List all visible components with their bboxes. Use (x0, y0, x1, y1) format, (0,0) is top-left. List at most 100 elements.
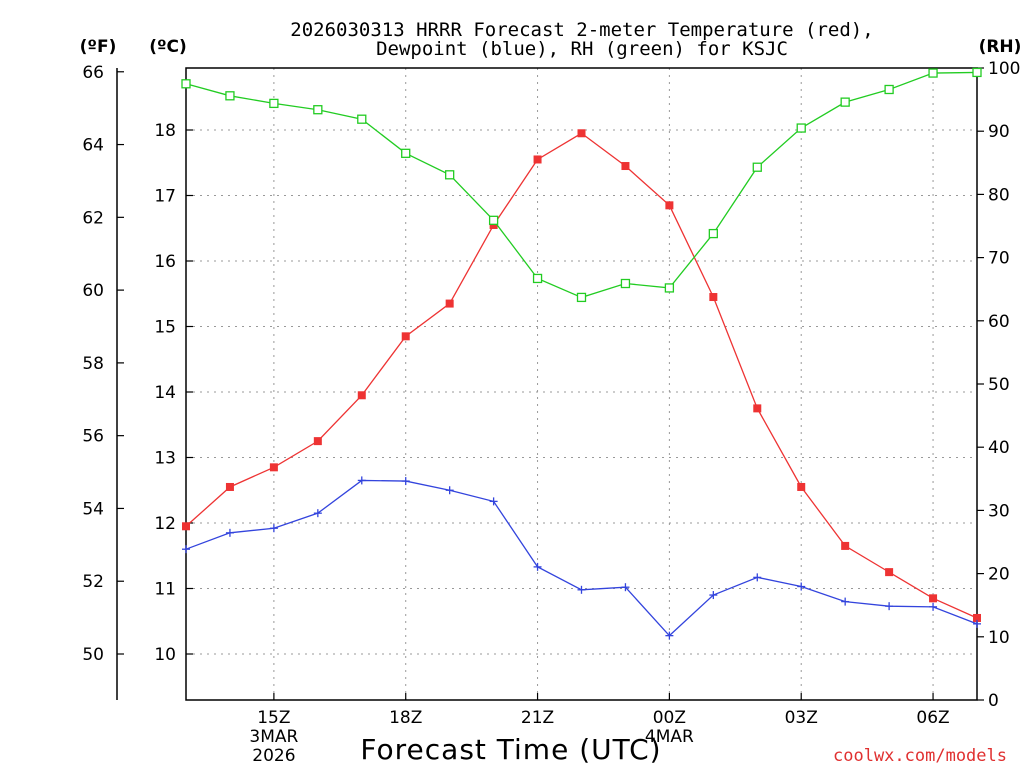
rh-point (313, 105, 323, 115)
axes (116, 67, 984, 701)
celsius-tick-label: 12 (154, 514, 176, 534)
temperature-point (313, 437, 322, 446)
rh-point (401, 148, 411, 158)
x-tick-label: 21Z (521, 708, 554, 728)
dewpoint-point (225, 528, 234, 537)
rh-point (225, 91, 235, 101)
fahrenheit-tick-label: 58 (82, 354, 104, 374)
x-tick-label: 15Z (257, 708, 290, 728)
dewpoint-point (533, 562, 542, 571)
celsius-tick-label: 13 (154, 449, 176, 469)
plot-frame (185, 67, 978, 701)
x-tick-label: 00Z (653, 708, 686, 728)
rh-point (796, 123, 806, 133)
x-tick-label: 06Z (916, 708, 949, 728)
dewpoint-point (709, 591, 718, 600)
temperature-point (973, 613, 981, 622)
rh-point (445, 170, 455, 180)
rh-point (708, 228, 718, 239)
fahrenheit-tick-label: 66 (82, 63, 104, 83)
series-line-dewpoint (185, 479, 978, 637)
dewpoint-point (489, 497, 498, 506)
fahrenheit-tick-label: 62 (82, 208, 104, 228)
rh-tick-label: 80 (988, 185, 1010, 205)
rh-tick-label: 50 (988, 375, 1010, 395)
celsius-tick-label: 18 (154, 121, 176, 141)
chart-title-line1: 2026030313 HRRR Forecast 2-meter Tempera… (290, 19, 873, 41)
dewpoint-point (182, 545, 190, 554)
temperature-point (841, 541, 850, 550)
temperature-point (665, 201, 674, 210)
rh-tick-label: 40 (988, 438, 1010, 458)
fahrenheit-tick-label: 50 (82, 645, 104, 665)
rh-point (840, 97, 850, 107)
rh-point (576, 292, 587, 303)
temperature-point (753, 404, 762, 413)
rh-point (269, 98, 279, 109)
temperature-point (621, 162, 630, 171)
temperature-point (885, 568, 894, 577)
fahrenheit-tick-label: 56 (82, 427, 104, 447)
celsius-tick-label: 14 (154, 383, 176, 403)
temperature-point (182, 522, 190, 531)
rh-point (181, 79, 191, 89)
grid-lines (186, 68, 977, 700)
x-tick-year-label: 2026 (252, 746, 295, 766)
dewpoint-point (797, 582, 806, 591)
rh-tick-label: 90 (988, 122, 1010, 142)
rh-tick-label: 100 (988, 59, 1020, 79)
rh-point (928, 68, 938, 78)
dewpoint-point (753, 573, 762, 582)
temperature-point (489, 220, 498, 229)
series-line-temperature (185, 132, 978, 619)
x-axis-label: Forecast Time (UTC) (360, 733, 661, 766)
rh-tick-label: 70 (988, 249, 1010, 269)
data-series (181, 67, 982, 640)
fahrenheit-unit-label: (ºF) (80, 37, 117, 57)
temperature-point (269, 463, 278, 472)
celsius-tick-label: 10 (154, 645, 176, 665)
temperature-point (357, 391, 366, 400)
rh-point (752, 162, 762, 172)
temperature-point (709, 293, 718, 302)
temperature-point (225, 482, 234, 491)
tick-labels: 10 11 12 13 14 15 16 17 18 50 52 54 56 58 60 62 64 66 0 10 2… (82, 59, 1020, 766)
dewpoint-point (445, 486, 454, 495)
dewpoint-point (269, 524, 278, 533)
temperature-point (929, 594, 938, 603)
dewpoint-point (313, 509, 322, 518)
fahrenheit-tick-label: 54 (82, 499, 104, 519)
dewpoint-point (577, 585, 586, 594)
dewpoint-point (973, 619, 981, 628)
temperature-point (533, 155, 542, 164)
rh-unit-label: (RH) (979, 37, 1022, 57)
celsius-tick-label: 16 (154, 252, 176, 272)
temperature-point (577, 129, 586, 138)
x-tick-label: 03Z (785, 708, 818, 728)
series-line-rh (185, 71, 978, 299)
chart-title-line2: Dewpoint (blue), RH (green) for KSJC (376, 38, 788, 60)
dewpoint-point (401, 477, 410, 486)
rh-point (532, 273, 543, 284)
dewpoint-point (665, 631, 674, 640)
rh-point (620, 278, 631, 289)
fahrenheit-tick-label: 52 (82, 572, 104, 592)
celsius-tick-label: 15 (154, 318, 176, 338)
celsius-tick-label: 17 (154, 187, 176, 207)
rh-point (357, 114, 367, 124)
fahrenheit-tick-label: 64 (82, 136, 104, 156)
fahrenheit-tick-label: 60 (82, 281, 104, 301)
celsius-unit-label: (ºC) (149, 37, 187, 57)
rh-tick-label: 60 (988, 312, 1010, 332)
rh-tick-label: 10 (988, 628, 1010, 648)
dewpoint-point (621, 583, 630, 592)
credit-link[interactable]: coolwx.com/models (833, 746, 1007, 766)
x-tick-date-label: 4MAR (645, 727, 694, 747)
temperature-point (797, 482, 806, 491)
dewpoint-point (929, 602, 938, 611)
rh-point (664, 283, 675, 293)
dewpoint-point (885, 602, 894, 611)
temperature-point (401, 332, 410, 341)
x-tick-date-label: 3MAR (249, 727, 298, 747)
